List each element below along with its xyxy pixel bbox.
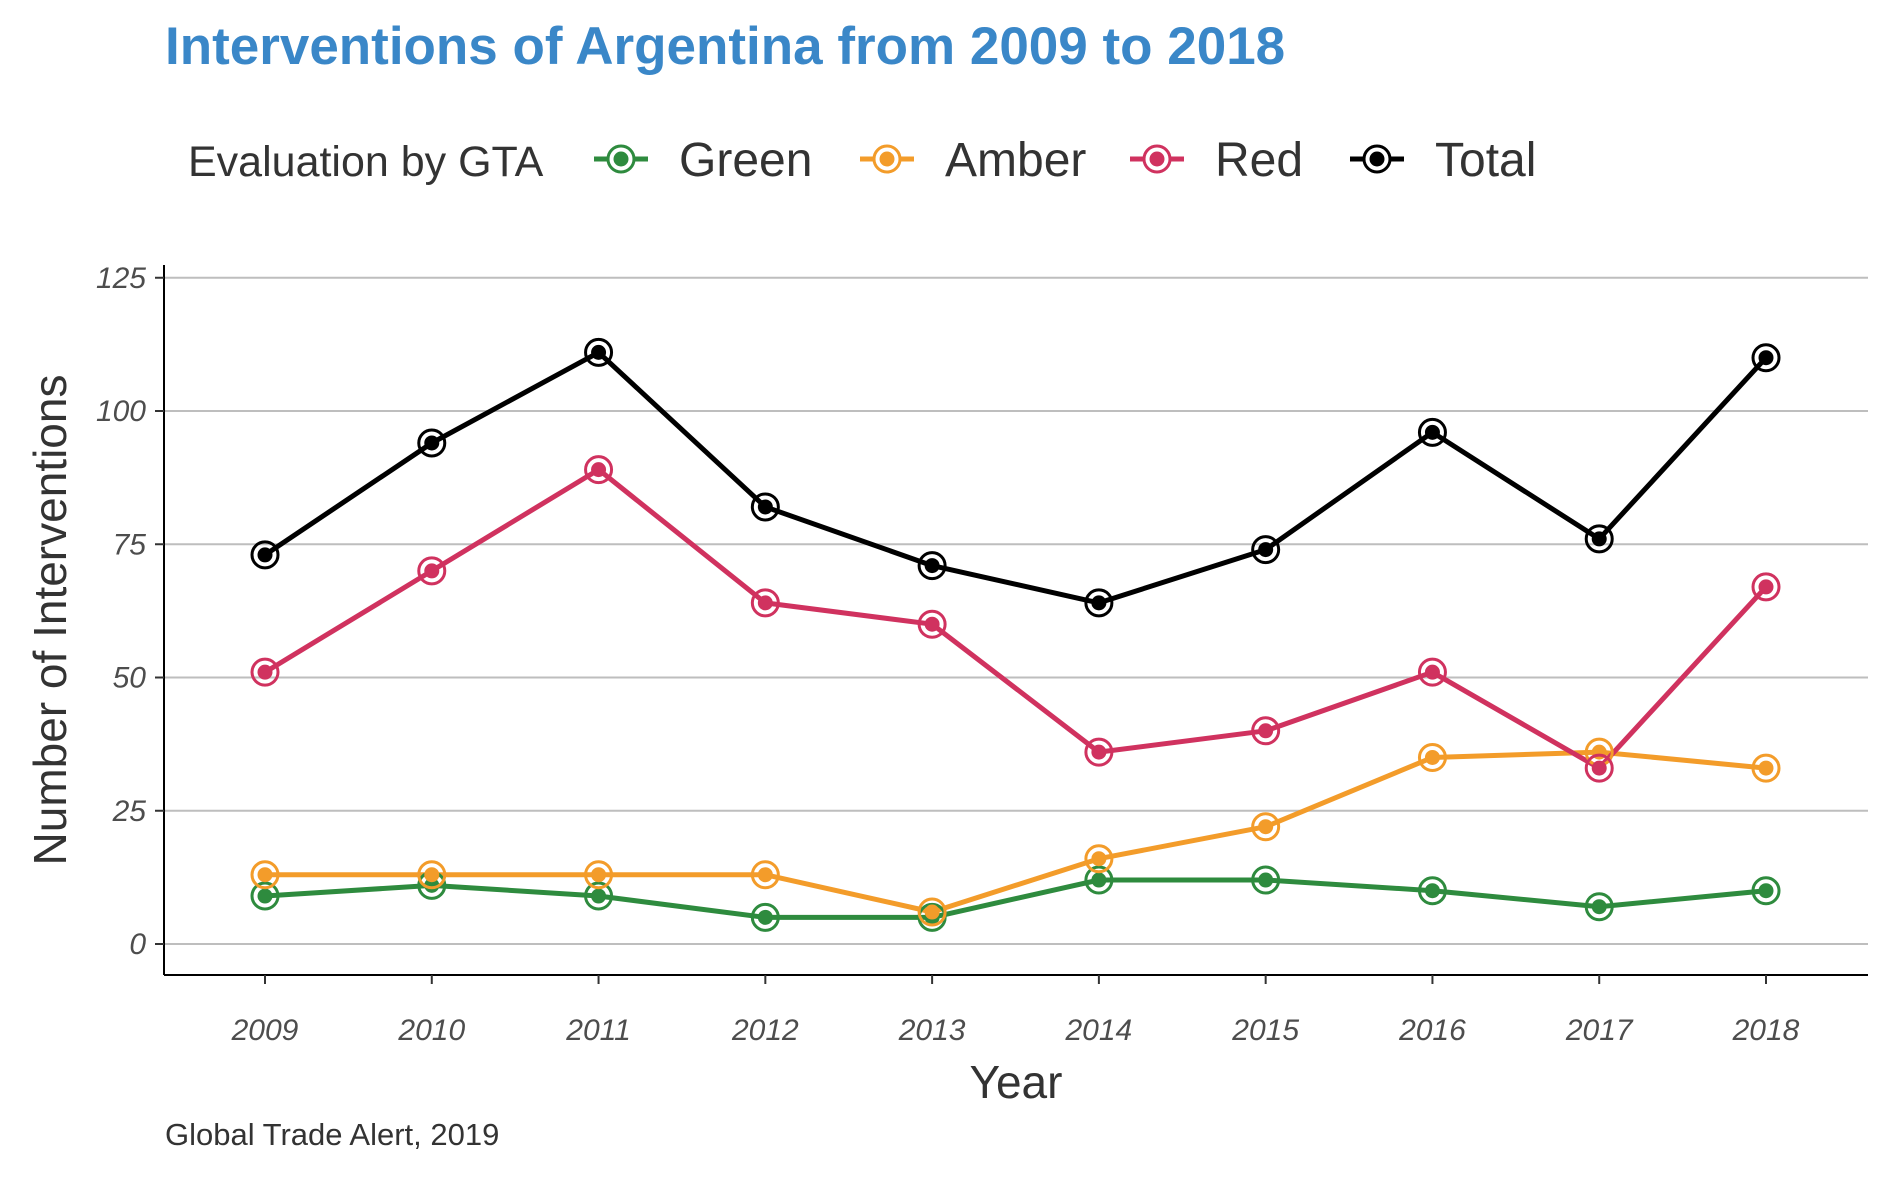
legend-item-red: Red <box>1130 134 1303 187</box>
data-point-red <box>750 588 780 618</box>
y-tick-label: 75 <box>113 528 147 561</box>
data-point-amber <box>1751 753 1781 783</box>
data-point-amber <box>917 897 947 927</box>
data-point-amber <box>750 860 780 890</box>
data-point-red <box>1084 737 1114 767</box>
legend-label-total: Total <box>1435 134 1536 187</box>
x-tick-label: 2010 <box>397 1014 465 1047</box>
x-axis-title: Year <box>970 1056 1063 1108</box>
x-tick-label: 2012 <box>731 1014 799 1047</box>
data-point-amber <box>1251 812 1281 842</box>
data-point-amber <box>584 860 614 890</box>
y-tick-label: 25 <box>112 795 147 828</box>
data-point-red <box>917 609 947 639</box>
series-lines <box>263 349 1768 920</box>
data-point-green <box>1751 876 1781 906</box>
legend-key-dot <box>1369 151 1385 167</box>
data-point-green <box>1251 865 1281 895</box>
legend-label-red: Red <box>1215 134 1303 187</box>
y-axis-ticks: 0 25 50 75 100 125 <box>96 262 164 961</box>
data-point-total <box>417 428 447 458</box>
data-point-amber <box>417 860 447 890</box>
legend: Green Amber Red Total <box>594 134 1536 187</box>
data-point-total <box>1584 524 1614 554</box>
x-tick-label: 2018 <box>1732 1014 1800 1047</box>
data-point-red <box>1584 753 1614 783</box>
x-tick-label: 2014 <box>1065 1014 1133 1047</box>
legend-label-green: Green <box>679 134 812 187</box>
data-point-total <box>1751 343 1781 373</box>
data-point-red <box>584 455 614 485</box>
x-tick-label: 2009 <box>231 1014 299 1047</box>
y-axis-title: Number of Interventions <box>24 375 76 866</box>
x-tick-label: 2011 <box>565 1014 631 1047</box>
axes <box>163 265 1868 976</box>
x-tick-label: 2013 <box>898 1014 966 1047</box>
x-tick-label: 2016 <box>1398 1014 1466 1047</box>
data-point-amber <box>1417 742 1447 772</box>
gridlines <box>164 276 1868 945</box>
legend-key-dot <box>879 151 895 167</box>
data-point-total <box>750 492 780 522</box>
data-point-amber <box>250 860 280 890</box>
legend-title: Evaluation by GTA <box>188 138 544 186</box>
data-point-total <box>917 551 947 581</box>
data-point-total <box>584 337 614 367</box>
data-point-green <box>1417 876 1447 906</box>
legend-label-amber: Amber <box>945 134 1086 187</box>
series-line-total <box>263 349 1768 606</box>
data-point-green <box>250 881 280 911</box>
data-point-green <box>584 881 614 911</box>
data-point-total <box>1417 417 1447 447</box>
x-tick-label: 2015 <box>1231 1014 1299 1047</box>
y-tick-label: 0 <box>129 928 146 961</box>
legend-item-green: Green <box>594 134 812 187</box>
data-point-total <box>1251 535 1281 565</box>
caption: Global Trade Alert, 2019 <box>165 1117 499 1152</box>
chart-title: Interventions of Argentina from 2009 to … <box>165 17 1285 76</box>
legend-key-dot <box>1149 151 1165 167</box>
series-line-green <box>264 877 1767 920</box>
y-tick-label: 125 <box>96 262 146 295</box>
data-point-red <box>1251 716 1281 746</box>
legend-item-total: Total <box>1350 134 1536 187</box>
legend-key-dot <box>613 151 629 167</box>
series-line-red <box>263 467 1768 771</box>
y-tick-label: 100 <box>96 395 146 428</box>
series-line-amber <box>265 749 1767 915</box>
data-point-green <box>1084 865 1114 895</box>
x-axis-ticks: 2009 2010 2011 2012 2013 2014 2015 2016 2017 2018 <box>231 975 1800 1047</box>
data-point-amber <box>1084 844 1114 874</box>
legend-item-amber: Amber <box>860 134 1086 187</box>
data-point-red <box>1751 572 1781 602</box>
data-point-red <box>250 657 280 687</box>
series-points <box>250 337 1781 932</box>
data-point-green <box>750 902 780 932</box>
data-point-red <box>1417 657 1447 687</box>
data-point-green <box>1584 892 1614 922</box>
data-point-red <box>417 556 447 586</box>
data-point-total <box>250 540 280 570</box>
data-point-total <box>1084 588 1114 618</box>
y-tick-label: 50 <box>113 662 147 695</box>
x-tick-label: 2017 <box>1565 1014 1634 1047</box>
